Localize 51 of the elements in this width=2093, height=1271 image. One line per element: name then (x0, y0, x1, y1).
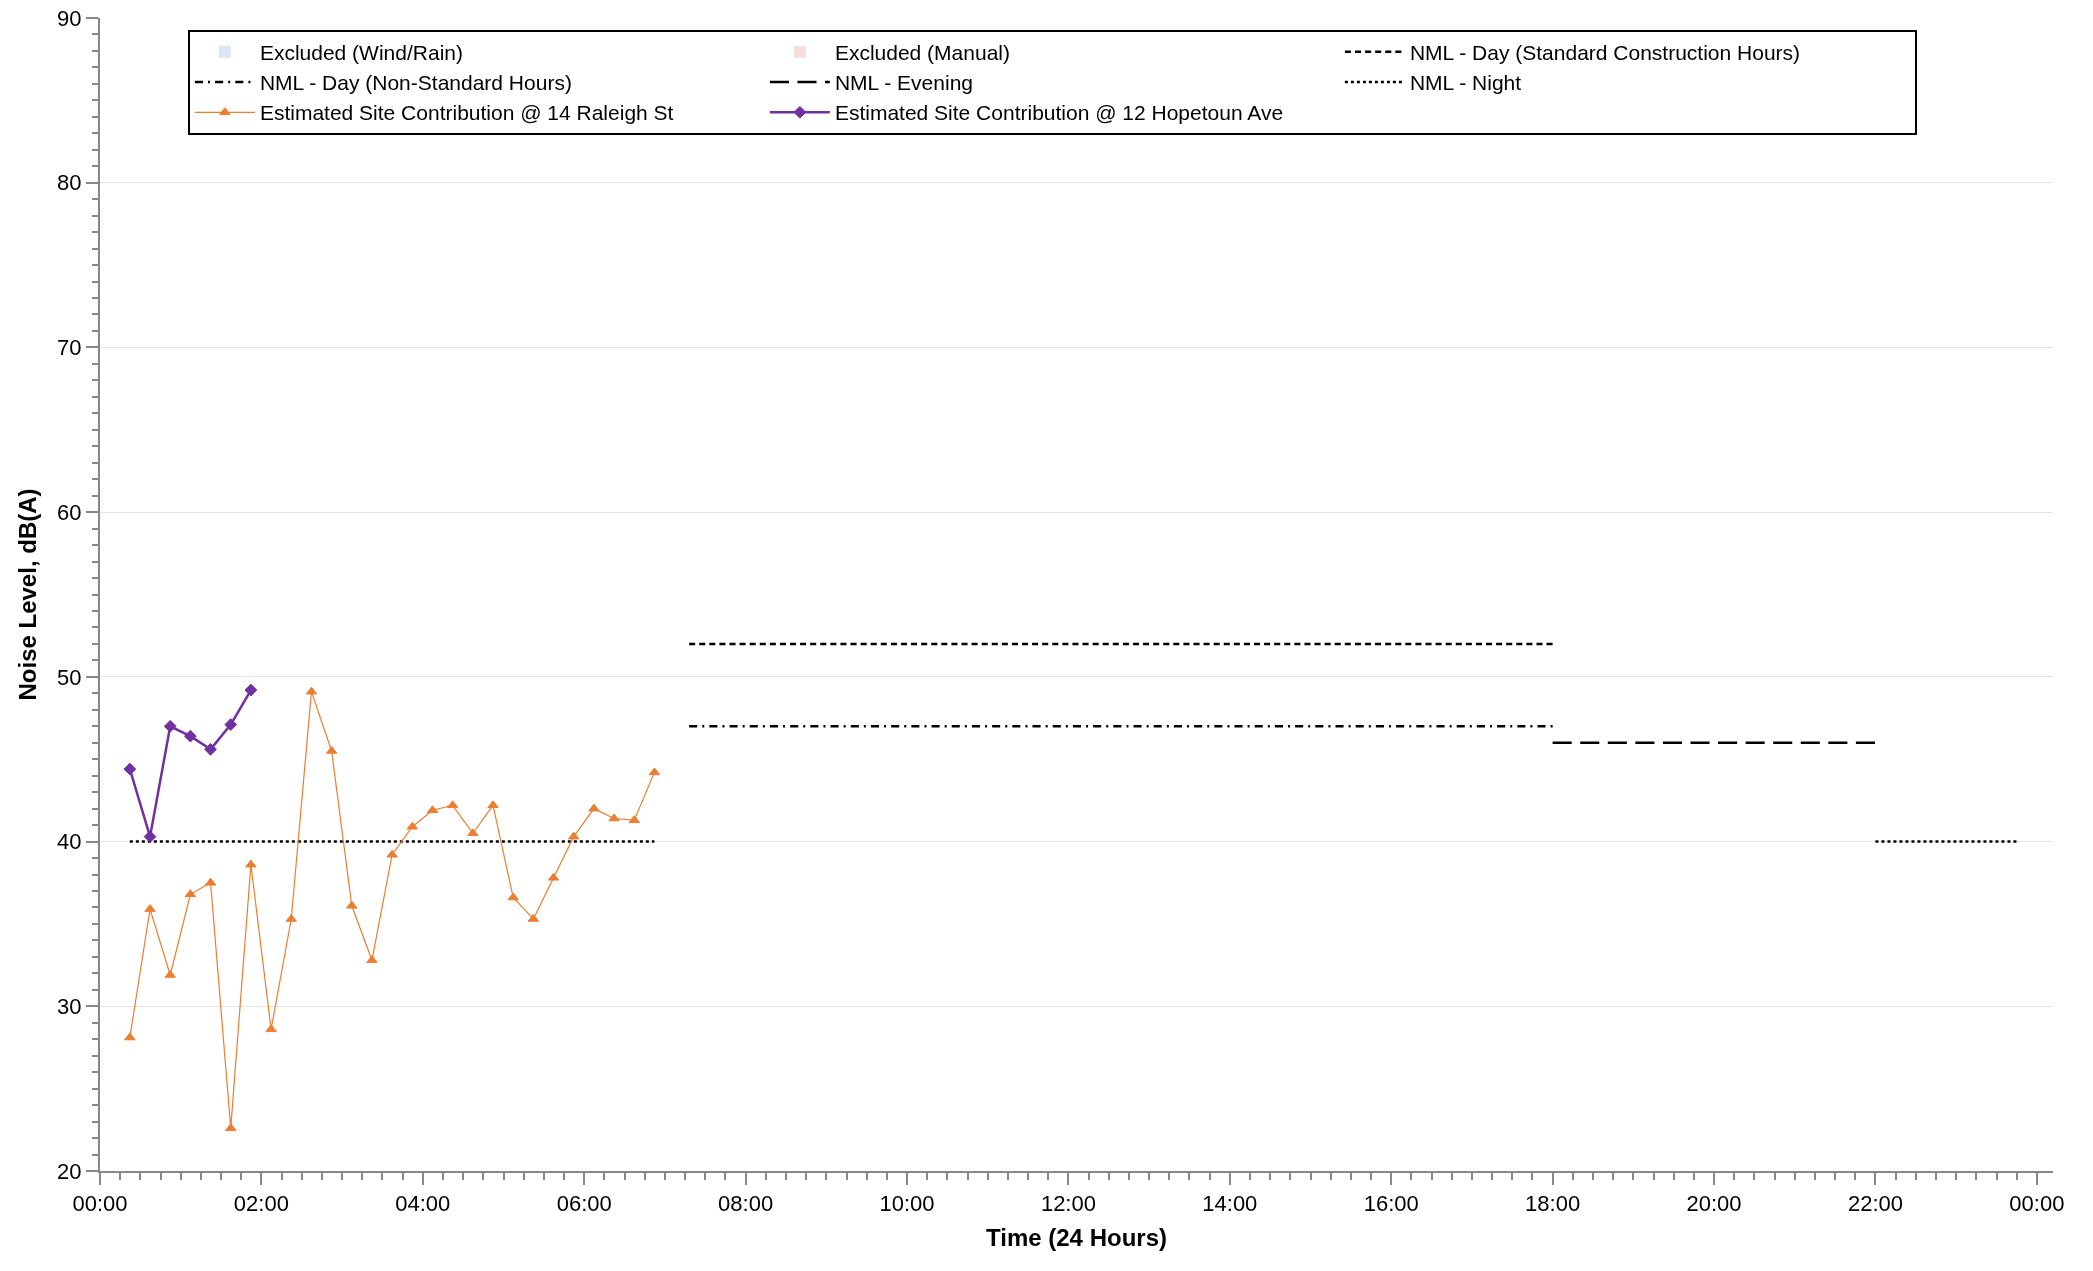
point (245, 859, 257, 868)
point (346, 900, 358, 909)
y-tick-label: 40 (57, 829, 82, 855)
x-tick-label: 04:00 (395, 1191, 451, 1217)
legend-label: NML - Day (Non-Standard Hours) (259, 71, 572, 95)
point (386, 849, 398, 858)
point (285, 913, 297, 922)
point (164, 969, 176, 978)
point (507, 892, 519, 901)
x-axis-title: Time (24 Hours) (986, 1224, 1167, 1252)
x-tick-label: 02:00 (233, 1191, 289, 1217)
point (204, 742, 217, 756)
point (123, 762, 137, 776)
y-tick-label: 80 (57, 170, 82, 196)
legend-label: Excluded (Manual) (834, 40, 1010, 64)
point (467, 828, 479, 837)
legend-label: Excluded (Wind/Rain) (259, 40, 463, 64)
point (487, 800, 499, 809)
point (143, 830, 157, 843)
y-tick-label: 70 (57, 335, 82, 361)
legend-label: NML - Night (1409, 71, 1522, 95)
legend-label: Estimated Site Contribution @ 12 Hopetoun Ave (834, 101, 1284, 125)
point (124, 1032, 136, 1041)
legend-label: NML - Day (Standard Construction Hours) (1409, 40, 1801, 64)
x-tick-label: 00:00 (72, 1191, 128, 1217)
x-tick-label: 22:00 (1847, 1191, 1903, 1217)
point (224, 718, 238, 731)
point (244, 683, 258, 697)
point (265, 1024, 277, 1033)
y-tick-label: 20 (57, 1158, 82, 1184)
x-tick-label: 10:00 (879, 1191, 935, 1217)
x-tick-label: 12:00 (1040, 1191, 1096, 1217)
y-tick-label: 90 (57, 5, 82, 31)
legend-label: NML - Evening (834, 71, 974, 95)
x-tick-label: 18:00 (1525, 1191, 1581, 1217)
x-tick-label: 00:00 (2009, 1191, 2065, 1217)
x-tick-label: 16:00 (1363, 1191, 1419, 1217)
x-tick-label: 20:00 (1686, 1191, 1742, 1217)
point (184, 729, 197, 743)
x-tick-label: 14:00 (1202, 1191, 1258, 1217)
point (588, 803, 600, 812)
point (568, 831, 580, 840)
y-tick-label: 30 (57, 993, 82, 1019)
y-tick-label: 50 (57, 664, 82, 690)
y-tick-label: 60 (57, 499, 82, 525)
point (608, 813, 620, 822)
y-axis-title: Noise Level, dB(A) (13, 488, 41, 701)
point (163, 719, 177, 733)
x-tick-label: 06:00 (556, 1191, 612, 1217)
x-tick-label: 08:00 (718, 1191, 774, 1217)
legend-label: Estimated Site Contribution @ 14 Raleigh St (259, 101, 674, 125)
